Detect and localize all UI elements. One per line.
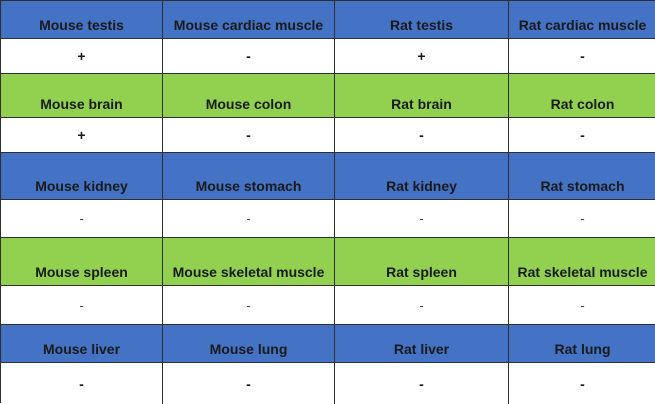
table-header-cell: Rat colon <box>509 74 655 118</box>
table-header-cell: Mouse colon <box>163 74 335 118</box>
table-header-cell: Mouse skeletal muscle <box>163 238 335 286</box>
table-header-cell: Rat stomach <box>509 153 655 200</box>
table-header-cell: Mouse stomach <box>163 153 335 200</box>
table-value-cell: - <box>509 286 655 325</box>
table-value-cell: - <box>335 363 509 404</box>
table-header-cell: Rat cardiac muscle <box>509 1 655 39</box>
table-header-cell: Rat testis <box>335 1 509 39</box>
table-header-cell: Mouse spleen <box>1 238 163 286</box>
table-value-cell: - <box>163 39 335 74</box>
table-header-cell: Rat kidney <box>335 153 509 200</box>
table-header-cell: Rat skeletal muscle <box>509 238 655 286</box>
table-value-cell: - <box>1 286 163 325</box>
table-value-cell: - <box>163 200 335 238</box>
table-value-cell: - <box>163 363 335 404</box>
table-value-cell: - <box>1 200 163 238</box>
table-value-cell: + <box>1 39 163 74</box>
table-value-cell: - <box>509 200 655 238</box>
table-header-cell: Mouse cardiac muscle <box>163 1 335 39</box>
table-header-cell: Mouse kidney <box>1 153 163 200</box>
table-value-cell: + <box>335 39 509 74</box>
table-header-cell: Mouse liver <box>1 325 163 363</box>
table-header-cell: Mouse testis <box>1 1 163 39</box>
table-header-cell: Mouse lung <box>163 325 335 363</box>
table-value-cell: - <box>335 200 509 238</box>
table-value-cell: - <box>335 118 509 153</box>
table-value-cell: + <box>1 118 163 153</box>
table-value-cell: - <box>509 363 655 404</box>
table-value-cell: - <box>163 118 335 153</box>
table-value-cell: - <box>335 286 509 325</box>
table-header-cell: Rat spleen <box>335 238 509 286</box>
table-value-cell: - <box>163 286 335 325</box>
table-value-cell: - <box>509 39 655 74</box>
table-header-cell: Rat lung <box>509 325 655 363</box>
table-value-cell: - <box>509 118 655 153</box>
table-value-cell: - <box>1 363 163 404</box>
table-header-cell: Rat brain <box>335 74 509 118</box>
table-header-cell: Rat liver <box>335 325 509 363</box>
table-header-cell: Mouse brain <box>1 74 163 118</box>
